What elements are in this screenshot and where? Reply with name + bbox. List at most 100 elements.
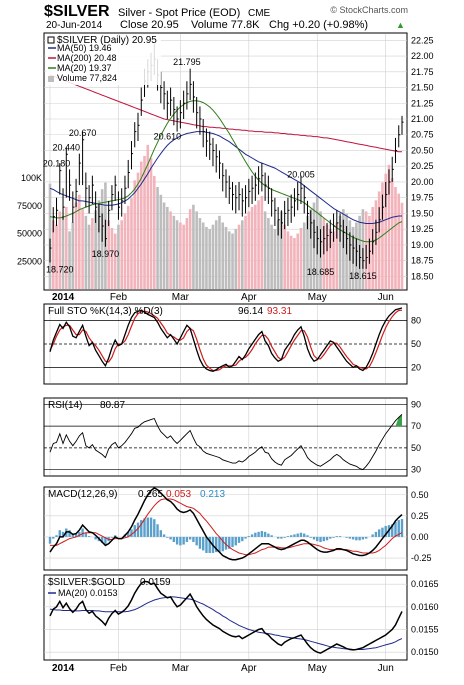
volume-bar (78, 194, 81, 289)
macd-hist-bar (52, 536, 55, 539)
price-legend: $SILVER (Daily) 20.95 MA(50) 19.46 MA(20… (46, 35, 161, 85)
rsi-legend-title: RSI(14) (48, 400, 82, 411)
macd-hist-bar (127, 531, 130, 537)
macd-hist-bar (159, 530, 163, 537)
volume-bar (172, 215, 176, 289)
volume-bar (51, 220, 55, 289)
volume-bar (270, 224, 273, 289)
sto-tick-label: 80 (411, 316, 421, 326)
macd-hist-bar (169, 536, 172, 540)
macd-hist-bar (371, 534, 374, 537)
macd-hist-bar (400, 519, 404, 537)
macd-hist-bar (247, 536, 251, 537)
rsi-series (49, 413, 403, 471)
macd-hist-bar (260, 531, 264, 537)
macd-hist-bar (104, 536, 107, 545)
price-annotation: 20.440 (53, 142, 81, 152)
macd-tick-label: -0.25 (411, 553, 432, 563)
macd-hist-bar (250, 534, 254, 537)
macd-hist-bar (374, 531, 378, 537)
volume-bar (390, 178, 394, 289)
price-tick-label: 19.75 (411, 193, 434, 203)
sto-k-value: 96.14 (238, 306, 263, 317)
macd-hist-bar (192, 536, 195, 542)
macd-hist-bar (55, 535, 58, 537)
volume-bar (205, 226, 208, 289)
header-close: Close 20.95 (120, 19, 179, 31)
macd-hist-bar (296, 533, 299, 537)
price-tick-label: 21.25 (411, 98, 434, 108)
macd-hist-value: 0.213 (200, 489, 225, 500)
macd-hist-bar (162, 534, 166, 537)
macd-hist-bar (110, 536, 114, 538)
ma20-legend: MA(20) 19.37 (57, 63, 112, 73)
header-date: 20-Jun-2014 (46, 20, 103, 31)
rsi-tick-label: 30 (411, 465, 421, 475)
price-tick-label: 22.00 (411, 51, 434, 61)
ratio-legend: $SILVER:$GOLD 0.0159 MA(20) 0.0153 (48, 577, 171, 598)
volume-bar (296, 233, 300, 289)
volume-bar (208, 229, 212, 289)
sto-legend: Full STO %K(14,3) %D(3) 96.14 93.31 (48, 306, 292, 317)
symbol-description: Silver - Spot Price (EOD) (118, 7, 240, 19)
price-tick-label: 22.25 (411, 35, 434, 45)
volume-bar (309, 209, 313, 289)
volume-bar (87, 224, 91, 289)
macd-hist-bar (68, 530, 71, 537)
symbol-title: $SILVER (44, 3, 110, 20)
volume-bar (139, 161, 143, 289)
volume-bar (342, 209, 345, 289)
price-tick-label: 20.75 (411, 130, 434, 140)
volume-bar (107, 220, 110, 289)
volume-bar (113, 233, 117, 289)
volume-bar (195, 211, 198, 289)
volume-bar (97, 200, 101, 289)
ratio-tick-label: 0.0150 (411, 647, 439, 657)
macd-hist-bar (201, 536, 205, 551)
macd-hist-bar (335, 536, 339, 537)
change-up-icon: ▲ (396, 20, 405, 30)
macd-hist-bar (286, 536, 290, 537)
sto-d-value: 93.31 (267, 306, 292, 317)
macd-hist-bar (94, 536, 97, 540)
ma50-legend: MA(50) 19.46 (57, 43, 112, 53)
macd-hist-bar (166, 536, 169, 538)
volume-bar (240, 220, 244, 289)
macd-hist-bar (179, 536, 182, 546)
volume-swatch (48, 76, 54, 82)
volume-bar (276, 220, 280, 289)
volume-bar (302, 222, 306, 289)
rsi-line (49, 413, 403, 471)
ma200-legend: MA(200) 20.48 (57, 53, 117, 63)
macd-hist-bar (149, 517, 153, 537)
volume-bar (71, 222, 75, 289)
price-tick-label: 19.25 (411, 224, 434, 234)
price-annotation: 20.005 (287, 170, 315, 180)
macd-hist-bar (175, 536, 179, 545)
macd-hist-bar (319, 536, 322, 542)
macd-hist-bar (81, 528, 84, 537)
sto-d-line (49, 309, 403, 372)
volume-bar (257, 200, 260, 289)
sto-legend-title: Full STO %K(14,3) %D(3) (48, 306, 163, 317)
volume-bar (146, 144, 150, 289)
month-label-bottom: Apr (241, 663, 257, 674)
volume-bar (250, 206, 254, 289)
watermark: © StockCharts.com (330, 5, 408, 15)
macd-hist-bar (221, 536, 224, 552)
volume-tick-label: 25000 (17, 256, 42, 266)
volume-bar (179, 222, 182, 289)
volume-bar (273, 229, 277, 289)
volume-bar (74, 202, 78, 289)
macd-hist-bar (332, 536, 335, 538)
macd-legend: MACD(12,26,9) 0.265 0.053 0.213 (48, 489, 225, 500)
volume-bar (221, 222, 225, 289)
price-tick-label: 19.50 (411, 208, 434, 218)
macd-hist-bar (185, 536, 189, 542)
volume-bar (166, 206, 169, 289)
price-legend-title: $SILVER (Daily) 20.95 (57, 35, 157, 46)
rsi-tick-label: 50 (411, 443, 421, 453)
price-tick-label: 18.50 (411, 271, 434, 281)
